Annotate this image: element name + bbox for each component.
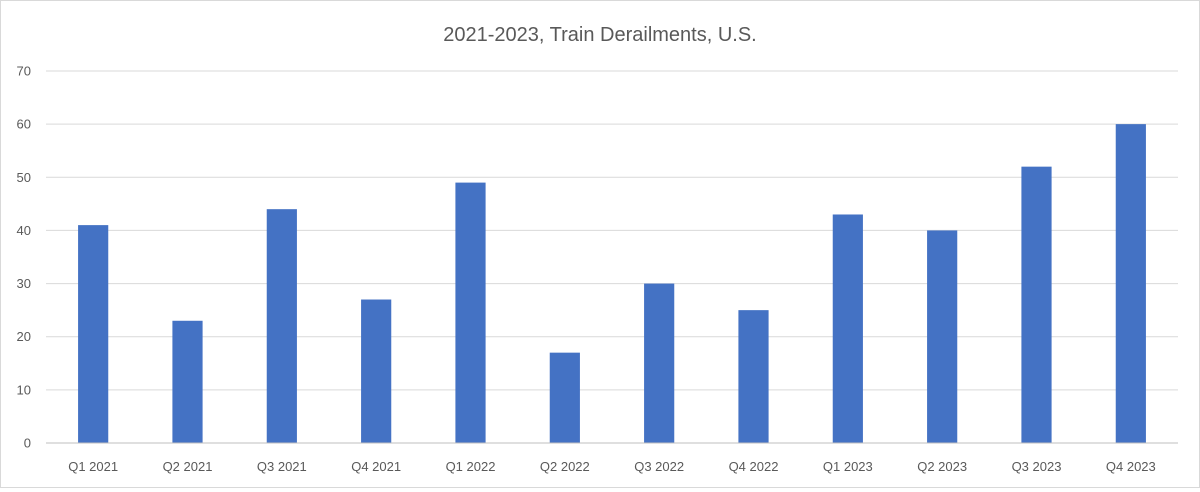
x-tick-label: Q3 2022: [634, 459, 684, 474]
y-tick-label: 10: [17, 382, 31, 397]
bar: [266, 209, 297, 443]
x-tick-label: Q2 2021: [163, 459, 213, 474]
gridlines: [46, 70, 1178, 391]
y-tick-label: 50: [17, 170, 31, 185]
x-tick-label: Q4 2022: [729, 459, 779, 474]
x-tick-label: Q2 2023: [917, 459, 967, 474]
bar: [455, 182, 486, 443]
bar: [78, 225, 109, 443]
bar: [1021, 166, 1052, 443]
x-tick-label: Q4 2021: [351, 459, 401, 474]
y-tick-label: 70: [17, 64, 31, 79]
x-tick-label: Q4 2023: [1106, 459, 1156, 474]
bar: [644, 283, 675, 443]
x-tick-label: Q3 2023: [1012, 459, 1062, 474]
bar: [549, 352, 580, 443]
chart-title: 2021-2023, Train Derailments, U.S.: [443, 24, 757, 46]
x-tick-label: Q1 2023: [823, 459, 873, 474]
bar: [1115, 124, 1146, 444]
bar: [832, 214, 863, 443]
bar: [927, 230, 958, 443]
bar: [738, 310, 769, 443]
y-tick-label: 0: [24, 436, 31, 451]
bar: [361, 299, 392, 443]
y-tick-label: 60: [17, 117, 31, 132]
bars: [78, 124, 1146, 444]
y-axis-ticks: 0 10 20 30 40 50 60 70: [17, 64, 31, 451]
bar: [172, 320, 203, 443]
x-tick-label: Q3 2021: [257, 459, 307, 474]
y-tick-label: 40: [17, 223, 31, 238]
y-tick-label: 20: [17, 329, 31, 344]
y-tick-label: 30: [17, 276, 31, 291]
x-axis-ticks: Q1 2021 Q2 2021 Q3 2021 Q4 2021 Q1 2022 Q2 20…: [68, 459, 1156, 474]
x-tick-label: Q1 2022: [446, 459, 496, 474]
x-tick-label: Q1 2021: [68, 459, 118, 474]
x-tick-label: Q2 2022: [540, 459, 590, 474]
